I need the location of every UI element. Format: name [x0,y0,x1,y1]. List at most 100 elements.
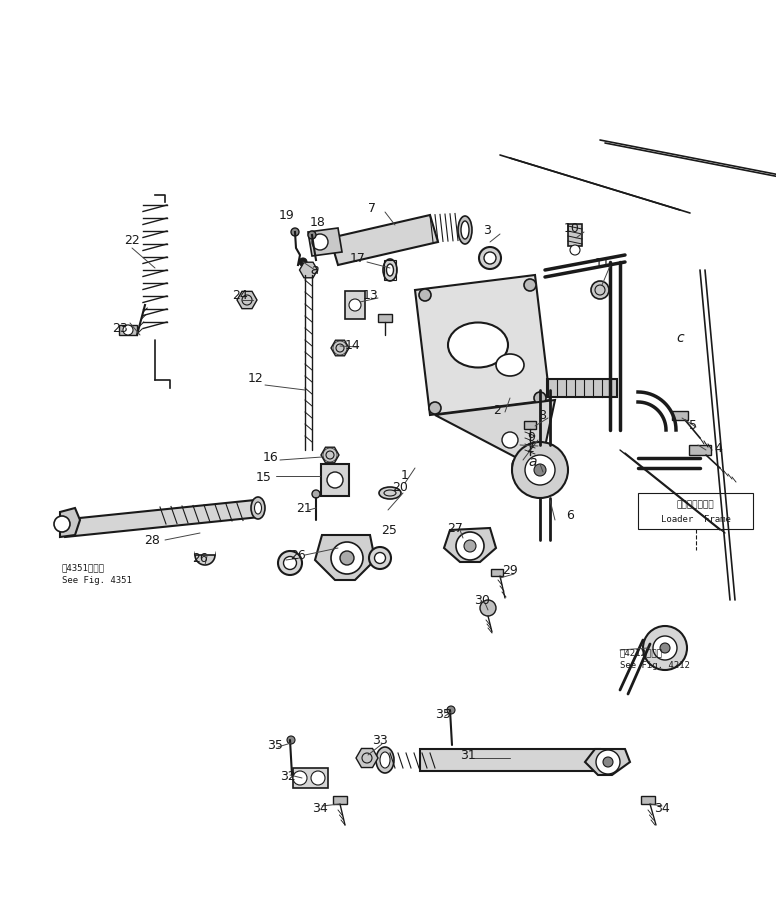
Ellipse shape [278,551,302,575]
Circle shape [331,542,363,574]
Circle shape [299,258,307,266]
Text: 29: 29 [502,564,518,576]
Text: 26: 26 [290,548,306,561]
Text: 5: 5 [689,418,697,432]
Circle shape [524,279,536,291]
Circle shape [512,442,568,498]
Text: 14: 14 [345,338,361,351]
Circle shape [596,750,620,774]
Polygon shape [330,215,438,265]
Bar [672,411,688,420]
Circle shape [54,516,70,532]
Circle shape [591,281,609,299]
Circle shape [525,455,555,485]
Polygon shape [435,400,555,470]
Circle shape [534,464,546,476]
Circle shape [653,636,677,660]
Circle shape [308,231,316,239]
Circle shape [447,706,455,714]
Text: 4: 4 [714,442,722,454]
Text: 19: 19 [279,208,295,222]
Text: 7: 7 [368,202,376,214]
Bar [345,291,365,319]
Text: 24: 24 [232,289,248,301]
Circle shape [419,289,431,301]
Text: c: c [676,331,684,345]
Text: 11: 11 [595,256,611,270]
Circle shape [340,551,354,565]
Ellipse shape [461,221,469,239]
Bar [293,768,327,788]
Text: 28: 28 [144,534,160,547]
Polygon shape [444,528,496,562]
Ellipse shape [479,247,501,269]
Text: 10: 10 [564,222,580,234]
Bar [119,325,137,335]
Circle shape [312,490,320,498]
Ellipse shape [484,252,496,264]
Circle shape [570,245,580,255]
Polygon shape [195,543,215,555]
Circle shape [349,299,361,311]
Ellipse shape [376,747,394,773]
Text: Loader  Frame: Loader Frame [660,515,730,523]
Circle shape [643,626,687,670]
Ellipse shape [369,547,391,569]
Polygon shape [308,228,342,256]
Circle shape [603,757,613,767]
Circle shape [660,643,670,653]
Polygon shape [315,535,375,580]
Ellipse shape [386,264,393,276]
Circle shape [287,736,295,744]
Text: 6: 6 [566,509,574,521]
Circle shape [429,402,441,414]
Text: 16: 16 [263,451,279,463]
Text: 2: 2 [526,442,534,454]
Text: ローダフレーム: ローダフレーム [677,500,715,510]
Ellipse shape [496,354,524,376]
Ellipse shape [383,259,397,281]
Ellipse shape [375,552,386,564]
Text: 12: 12 [248,371,264,385]
Polygon shape [237,291,257,309]
Bar [384,260,396,280]
Bar [378,314,392,322]
Bar [547,379,617,397]
Circle shape [293,771,307,785]
Polygon shape [356,748,378,767]
Polygon shape [300,262,317,278]
Text: 26: 26 [192,551,208,565]
Text: 17: 17 [350,252,366,264]
Text: 34: 34 [654,802,670,814]
Text: 1: 1 [401,469,409,481]
Polygon shape [321,447,339,462]
Text: 8: 8 [538,408,546,422]
Ellipse shape [251,497,265,519]
Circle shape [327,472,343,488]
Polygon shape [331,340,349,356]
Text: 33: 33 [372,733,388,747]
Ellipse shape [458,216,472,244]
Polygon shape [60,500,260,537]
Ellipse shape [255,502,262,514]
Polygon shape [60,508,80,537]
Bar [321,464,349,496]
Bar [333,796,347,804]
Polygon shape [585,749,630,775]
Circle shape [456,532,484,560]
Text: 18: 18 [310,215,326,228]
Text: 32: 32 [280,769,296,783]
Text: 第4351図参照
See Fig. 4351: 第4351図参照 See Fig. 4351 [62,563,132,585]
Bar [524,421,536,429]
Text: 20: 20 [392,481,408,493]
Text: 35: 35 [267,738,283,751]
Circle shape [123,325,133,335]
Text: 9: 9 [527,431,535,443]
Bar [420,749,600,771]
Circle shape [480,600,496,616]
Bar [638,493,753,529]
Ellipse shape [380,752,390,768]
Ellipse shape [448,322,508,367]
Text: 15: 15 [256,471,272,483]
Circle shape [311,771,325,785]
